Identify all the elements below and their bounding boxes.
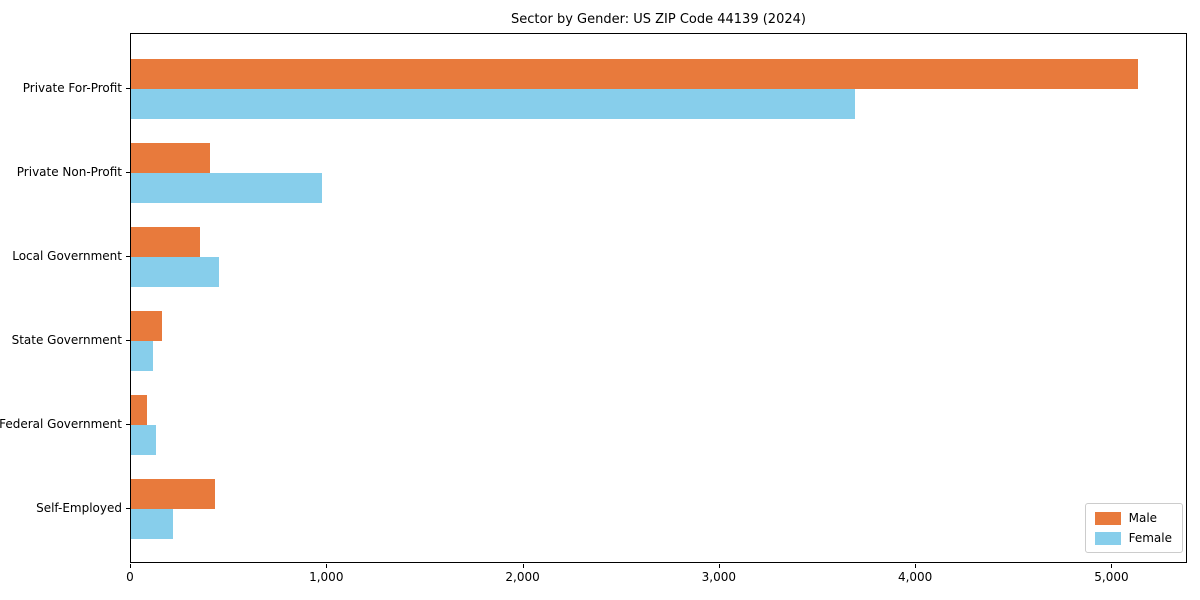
y-category-label-private-for-profit: Private For-Profit — [22, 81, 122, 95]
x-tick-mark — [130, 564, 131, 568]
legend-entry-female: Female — [1094, 531, 1172, 545]
x-tick-mark — [326, 564, 328, 568]
x-tick-mark — [522, 564, 524, 568]
bar-female-state-government — [131, 341, 153, 371]
y-tick-mark — [126, 172, 130, 173]
legend-label-female: Female — [1128, 531, 1172, 545]
y-tick-mark — [126, 424, 130, 425]
legend-label-male: Male — [1128, 511, 1158, 525]
bars-layer — [131, 34, 1186, 562]
x-tick-label-1-000: 1,000 — [309, 570, 344, 584]
y-tick-mark — [126, 88, 130, 89]
bar-female-self-employed — [131, 509, 173, 539]
bar-male-local-government — [131, 227, 201, 257]
x-tick-mark — [718, 564, 720, 568]
bar-male-private-non-profit — [131, 143, 211, 173]
plot-area: Male Female — [130, 33, 1187, 563]
bar-female-federal-government — [131, 425, 157, 455]
bar-female-private-for-profit — [131, 89, 856, 119]
y-category-label-state-government: State Government — [11, 333, 122, 347]
y-tick-mark — [126, 508, 130, 509]
female-color-swatch — [1094, 531, 1121, 545]
x-tick-mark — [915, 564, 917, 568]
y-category-label-federal-government: Federal Government — [0, 417, 122, 431]
bar-male-federal-government — [131, 395, 148, 425]
y-category-label-local-government: Local Government — [12, 249, 122, 263]
x-tick-label-2-000: 2,000 — [505, 570, 540, 584]
y-category-label-private-non-profit: Private Non-Profit — [16, 165, 122, 179]
bar-female-local-government — [131, 257, 219, 287]
chart-title: Sector by Gender: US ZIP Code 44139 (202… — [511, 12, 806, 27]
x-tick-label-4-000: 4,000 — [897, 570, 933, 584]
x-tick-label-3-000: 3,000 — [701, 570, 737, 584]
bar-male-private-for-profit — [131, 59, 1138, 89]
x-tick-label-0: 0 — [126, 570, 134, 584]
legend: Male Female — [1084, 503, 1183, 553]
y-category-label-self-employed: Self-Employed — [36, 501, 122, 515]
bar-male-self-employed — [131, 479, 216, 509]
x-tick-mark — [1111, 564, 1113, 568]
y-tick-mark — [126, 340, 130, 341]
male-color-swatch — [1094, 511, 1121, 525]
legend-entry-male: Male — [1094, 511, 1172, 525]
x-tick-label-5-000: 5,000 — [1094, 570, 1129, 584]
bar-female-private-non-profit — [131, 173, 322, 203]
y-tick-mark — [126, 256, 130, 257]
bar-male-state-government — [131, 311, 162, 341]
